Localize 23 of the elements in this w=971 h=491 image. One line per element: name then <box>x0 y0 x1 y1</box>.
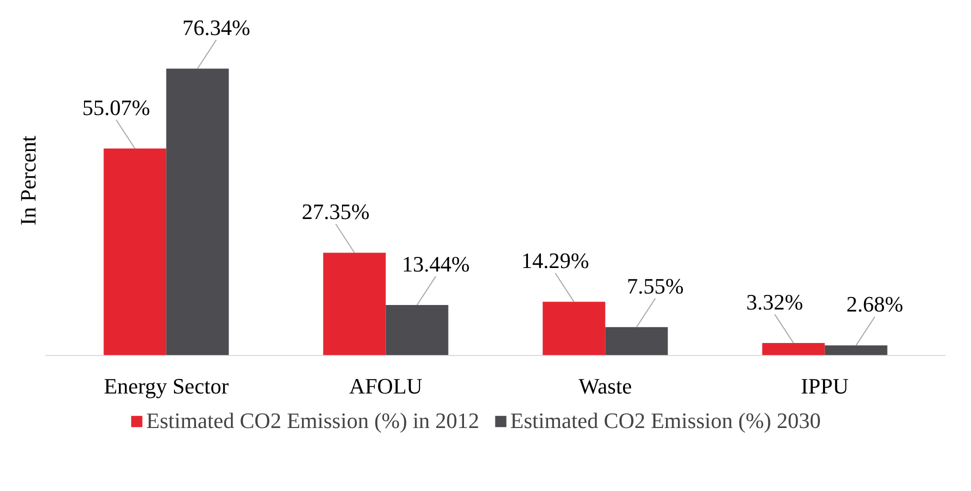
data-label: 76.34% <box>182 14 250 40</box>
data-label: 7.55% <box>626 273 684 298</box>
data-label: 3.32% <box>746 289 804 314</box>
data-label: 14.29% <box>521 248 590 274</box>
data-label: 2.68% <box>846 292 904 317</box>
bar <box>605 327 668 356</box>
bar <box>323 252 386 356</box>
data-label: 27.35% <box>302 199 370 224</box>
bar <box>824 345 888 356</box>
y-axis-title: In Percent <box>16 136 40 226</box>
bar <box>542 302 606 356</box>
legend-label: Estimated CO2 Emission (%) in 2012 <box>146 408 480 434</box>
data-label: 55.07% <box>82 94 150 120</box>
bar <box>104 148 166 356</box>
x-tick-label: AFOLU <box>349 374 423 398</box>
bar <box>386 304 448 356</box>
x-tick-label: Waste <box>578 374 632 398</box>
x-tick-label: Energy Sector <box>104 374 230 398</box>
legend-label: Estimated CO2 Emission (%) 2030 <box>510 408 821 434</box>
data-label: 13.44% <box>402 251 470 276</box>
bar <box>166 68 229 356</box>
bar <box>762 343 825 356</box>
x-tick-label: IPPU <box>800 374 849 398</box>
